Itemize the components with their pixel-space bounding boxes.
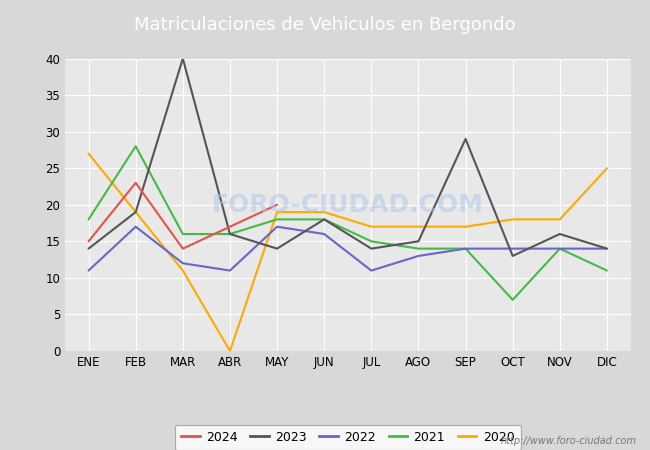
Text: http://www.foro-ciudad.com: http://www.foro-ciudad.com xyxy=(501,436,637,446)
Legend: 2024, 2023, 2022, 2021, 2020: 2024, 2023, 2022, 2021, 2020 xyxy=(175,424,521,450)
Text: Matriculaciones de Vehiculos en Bergondo: Matriculaciones de Vehiculos en Bergondo xyxy=(134,16,516,34)
Text: FORO-CIUDAD.COM: FORO-CIUDAD.COM xyxy=(212,193,484,217)
